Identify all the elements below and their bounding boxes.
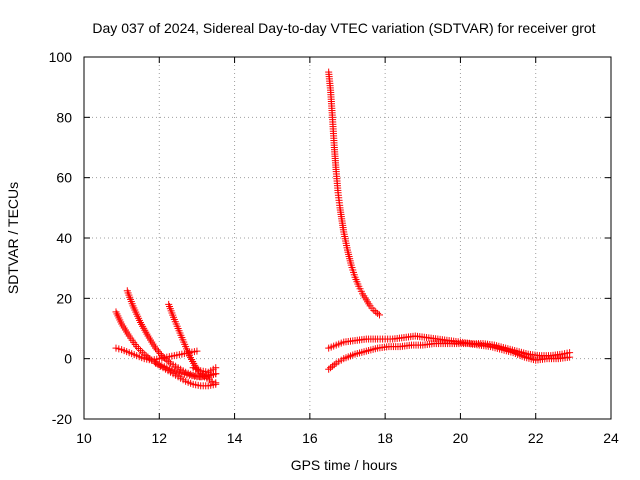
data-point (152, 344, 160, 352)
x-tick-label: 12 (151, 430, 167, 446)
y-tick-label: 20 (56, 290, 72, 306)
data-points (112, 68, 574, 390)
ticks (83, 56, 612, 420)
data-point (193, 347, 201, 355)
data-point (328, 362, 336, 370)
x-tick-label: 18 (377, 430, 393, 446)
series-arc-7 (325, 68, 383, 319)
y-tick-label: 80 (56, 109, 72, 125)
series-arc-6 (189, 364, 220, 376)
y-tick-label: 40 (56, 230, 72, 246)
x-tick-label: 20 (453, 430, 469, 446)
data-point (212, 364, 220, 372)
data-point (212, 370, 220, 378)
data-point (136, 346, 144, 354)
x-tick-label: 14 (227, 430, 243, 446)
data-point (155, 348, 163, 356)
data-point (208, 377, 216, 385)
y-tick-label: -20 (52, 411, 72, 427)
data-point (325, 365, 333, 373)
x-tick-label: 22 (528, 430, 544, 446)
data-point (156, 350, 164, 358)
data-point (212, 380, 220, 388)
x-tick-label: 10 (76, 430, 92, 446)
series-arc-2 (123, 287, 220, 381)
data-point (375, 311, 383, 319)
data-point (165, 358, 173, 366)
series-arc-3 (112, 344, 201, 364)
y-tick-label: 100 (49, 49, 73, 65)
y-axis-label: SDTVAR / TECUs (5, 182, 21, 294)
data-point (566, 353, 574, 361)
y-tick-label: 60 (56, 170, 72, 186)
x-tick-label: 16 (302, 430, 318, 446)
x-axis-label: GPS time / hours (291, 457, 398, 473)
data-point (330, 361, 338, 369)
tick-labels: 10 12 14 16 18 20 22 24 -20 0 20 40 60 80 100 (49, 49, 619, 446)
data-point (138, 348, 146, 356)
chart-title: Day 037 of 2024, Sidereal Day-to-day VTE… (92, 20, 595, 36)
series-arc-8 (325, 332, 574, 360)
data-point (374, 309, 382, 317)
series-arc-5 (152, 359, 220, 390)
x-tick-label: 24 (603, 430, 619, 446)
grid (84, 57, 611, 419)
y-tick-label: 0 (64, 351, 72, 367)
data-point (372, 308, 380, 316)
data-point (327, 364, 335, 372)
series-arc-9 (325, 340, 574, 373)
data-point (135, 344, 143, 352)
data-point (153, 346, 161, 354)
